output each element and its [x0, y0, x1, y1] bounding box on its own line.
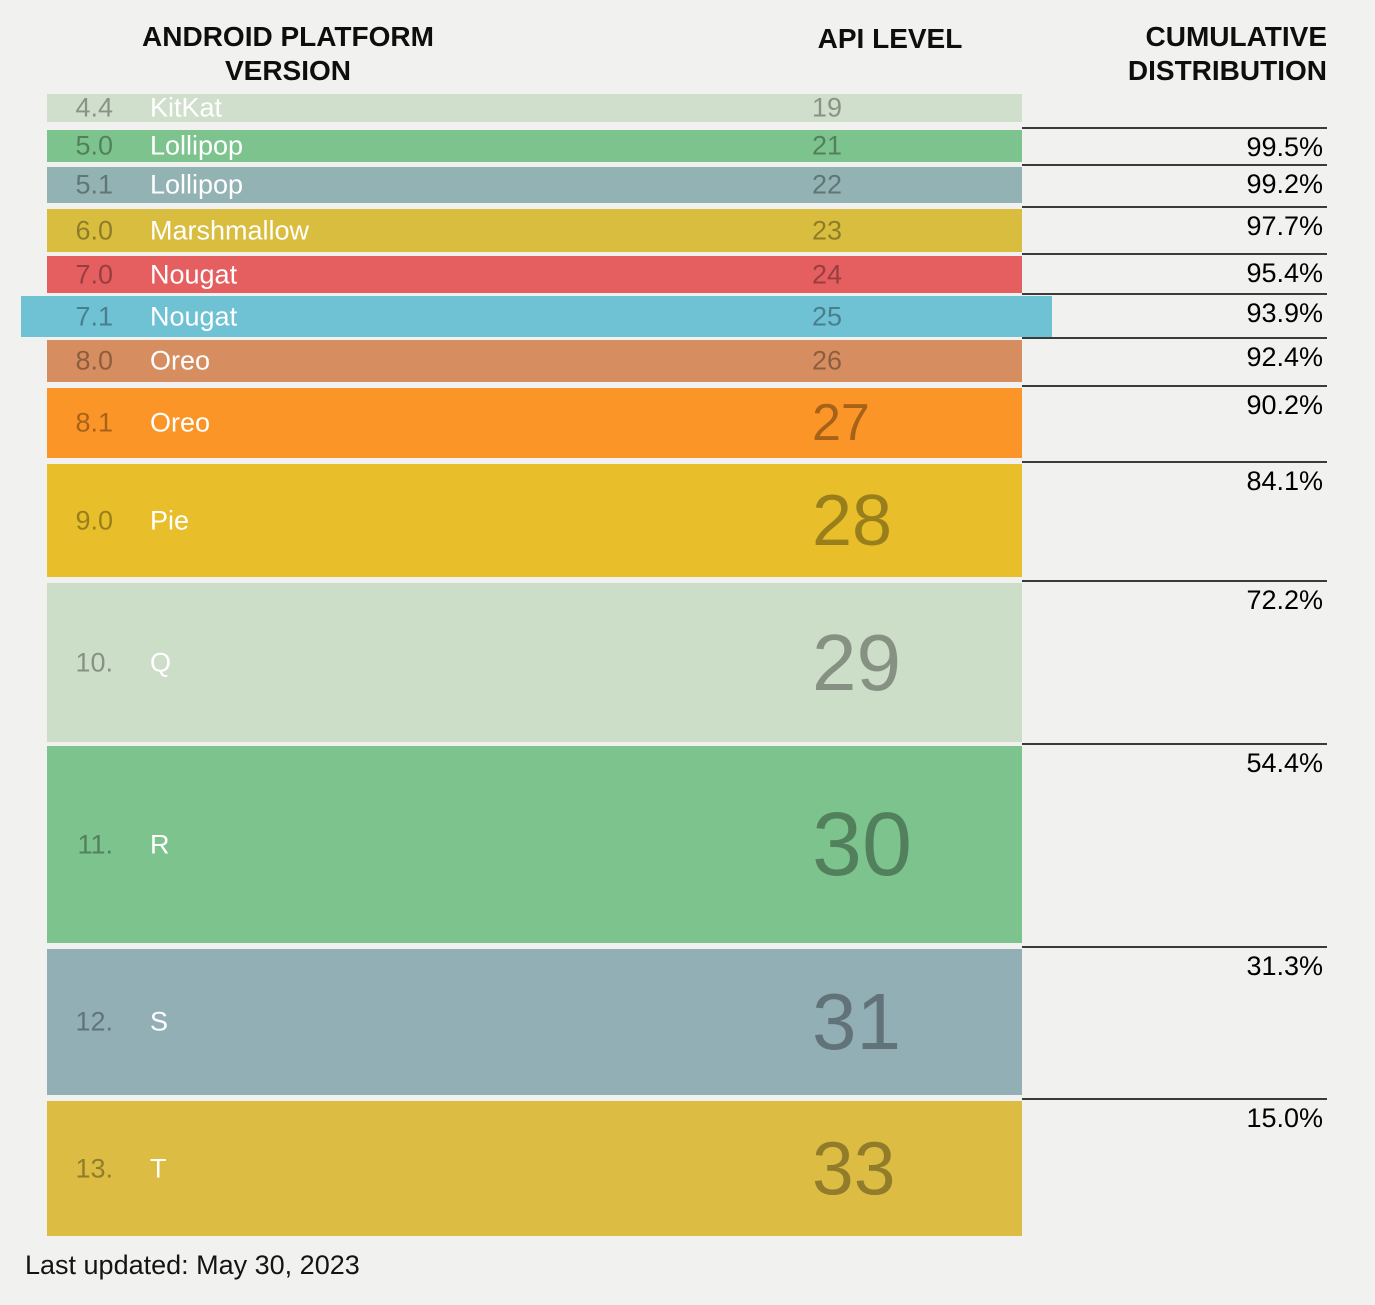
version-number-label: 8.0 [75, 345, 113, 376]
version-number-label: 7.1 [75, 301, 113, 331]
cumulative-label-api-30: 54.4% [1246, 748, 1323, 778]
column-header-cumulative-distribution: CUMULATIVE DISTRIBUTION [1127, 21, 1327, 86]
version-name-label: Lollipop [150, 130, 244, 161]
column-header-platform-version: ANDROID PLATFORM VERSION [142, 21, 434, 86]
api-level-label: 27 [812, 394, 870, 452]
row-android-5.0-api-21[interactable] [47, 130, 1022, 162]
cumulative-divider-line [1022, 580, 1327, 582]
cumulative-divider-line [1022, 127, 1327, 129]
cumulative-divider-line [1022, 253, 1327, 255]
cumulative-label-api-25: 93.9% [1246, 298, 1323, 328]
api-level-label: 25 [812, 301, 843, 331]
version-number-label: 6.0 [75, 215, 113, 245]
cumulative-label-api-28: 84.1% [1246, 466, 1323, 496]
version-number-label: 11. [77, 829, 113, 859]
row-android-4.4-api-19[interactable] [47, 94, 1022, 122]
cumulative-label-api-22: 99.2% [1246, 169, 1323, 199]
cumulative-label-api-23: 97.7% [1246, 211, 1323, 241]
row-android-7.0-api-24[interactable] [47, 256, 1022, 293]
row-android-5.1-api-22[interactable] [47, 167, 1022, 203]
api-level-label: 24 [812, 259, 843, 289]
api-level-label: 28 [812, 480, 893, 561]
version-name-label: Nougat [150, 259, 238, 289]
row-android-11-api-30[interactable] [47, 746, 1022, 943]
api-level-label: 26 [812, 345, 843, 376]
version-name-label: Lollipop [150, 169, 244, 200]
version-number-label: 5.0 [75, 130, 113, 161]
api-level-label: 23 [812, 215, 843, 245]
cumulative-divider-line [1022, 461, 1327, 463]
cumulative-label-api-24: 95.4% [1246, 258, 1323, 288]
version-name-label: R [150, 829, 170, 859]
row-android-6.0-api-23[interactable] [47, 209, 1022, 252]
api-level-label: 21 [812, 130, 843, 161]
version-name-label: Nougat [150, 301, 238, 331]
row-android-8.1-api-27[interactable] [47, 388, 1022, 458]
cumulative-divider-line [1022, 743, 1327, 745]
cumulative-label-api-27: 90.2% [1246, 390, 1323, 420]
api-level-label: 30 [812, 794, 913, 895]
row-android-7.1-api-25[interactable] [21, 296, 1052, 337]
version-number-label: 13. [75, 1153, 113, 1183]
cumulative-label-api-33: 15.0% [1246, 1103, 1323, 1133]
row-android-8.0-api-26[interactable] [47, 340, 1022, 382]
cumulative-divider-line [1022, 337, 1327, 339]
version-name-label: T [150, 1153, 167, 1183]
cumulative-divider-line [1022, 385, 1327, 387]
cumulative-label-api-31: 31.3% [1246, 951, 1323, 981]
version-number-label: 5.1 [75, 169, 113, 200]
version-number-label: 9.0 [75, 505, 113, 535]
version-number-label: 12. [75, 1006, 113, 1037]
version-name-label: KitKat [150, 92, 223, 123]
cumulative-divider-line [1022, 293, 1327, 295]
version-name-label: Marshmallow [150, 215, 310, 245]
cumulative-divider-line [1022, 164, 1327, 166]
api-level-label: 33 [812, 1126, 896, 1210]
cumulative-divider-line [1022, 946, 1327, 948]
row-android-12-api-31[interactable] [47, 949, 1022, 1095]
api-level-label: 22 [812, 169, 843, 200]
cumulative-label-api-26: 92.4% [1246, 342, 1323, 372]
version-number-label: 7.0 [75, 259, 113, 289]
cumulative-divider-line [1022, 1098, 1327, 1100]
row-android-10-api-29[interactable] [47, 583, 1022, 742]
row-android-13-api-33[interactable] [47, 1101, 1022, 1236]
version-number-label: 4.4 [75, 92, 113, 123]
version-name-label: Pie [150, 505, 190, 535]
version-name-label: Oreo [150, 345, 211, 376]
version-number-label: 10. [75, 647, 113, 677]
api-level-label: 31 [812, 977, 901, 1066]
column-header-api-level: API LEVEL [817, 23, 963, 54]
version-name-label: Q [150, 647, 172, 677]
version-name-label: Oreo [150, 407, 211, 438]
last-updated-label: Last updated: May 30, 2023 [25, 1250, 360, 1280]
cumulative-divider-line [1022, 206, 1327, 208]
row-android-9.0-api-28[interactable] [47, 464, 1022, 577]
version-number-label: 8.1 [75, 407, 113, 438]
cumulative-label-api-29: 72.2% [1246, 585, 1323, 615]
version-name-label: S [150, 1006, 169, 1037]
api-level-label: 29 [812, 617, 901, 707]
api-level-label: 19 [812, 92, 843, 123]
cumulative-label-api-21: 99.5% [1246, 132, 1323, 162]
